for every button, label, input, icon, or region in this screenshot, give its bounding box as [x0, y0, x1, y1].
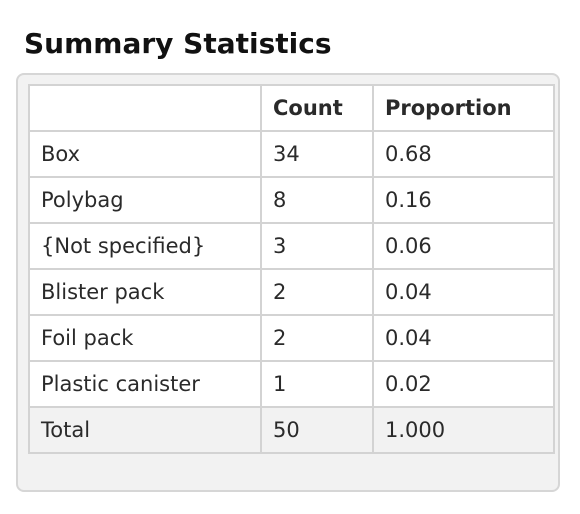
- row-count: 2: [260, 268, 374, 316]
- row-count: 2: [260, 314, 374, 362]
- page-title: Summary Statistics: [24, 27, 332, 60]
- summary-statistics-table: Count Proportion Box 34 0.68 Polybag 8 0…: [28, 84, 555, 454]
- row-proportion: 0.06: [372, 222, 555, 270]
- table-header-row: Count Proportion: [28, 84, 555, 132]
- table-row: Blister pack 2 0.04: [28, 268, 555, 316]
- header-proportion: Proportion: [372, 84, 555, 132]
- row-count: 8: [260, 176, 374, 224]
- header-count: Count: [260, 84, 374, 132]
- row-proportion: 0.04: [372, 268, 555, 316]
- row-label: Blister pack: [28, 268, 262, 316]
- total-proportion: 1.000: [372, 406, 555, 454]
- header-blank-cell: [28, 84, 262, 132]
- row-label: Plastic canister: [28, 360, 262, 408]
- row-proportion: 0.16: [372, 176, 555, 224]
- row-label: Polybag: [28, 176, 262, 224]
- row-proportion: 0.68: [372, 130, 555, 178]
- table-row: Box 34 0.68: [28, 130, 555, 178]
- summary-statistics-panel: Count Proportion Box 34 0.68 Polybag 8 0…: [16, 73, 560, 492]
- row-count: 1: [260, 360, 374, 408]
- table-total-row: Total 50 1.000: [28, 406, 555, 454]
- total-count: 50: [260, 406, 374, 454]
- row-proportion: 0.02: [372, 360, 555, 408]
- table-row: Foil pack 2 0.04: [28, 314, 555, 362]
- row-proportion: 0.04: [372, 314, 555, 362]
- total-label: Total: [28, 406, 262, 454]
- row-count: 34: [260, 130, 374, 178]
- row-count: 3: [260, 222, 374, 270]
- table-row: Polybag 8 0.16: [28, 176, 555, 224]
- row-label: Box: [28, 130, 262, 178]
- row-label: {Not specified}: [28, 222, 262, 270]
- table-row: Plastic canister 1 0.02: [28, 360, 555, 408]
- table-row: {Not specified} 3 0.06: [28, 222, 555, 270]
- row-label: Foil pack: [28, 314, 262, 362]
